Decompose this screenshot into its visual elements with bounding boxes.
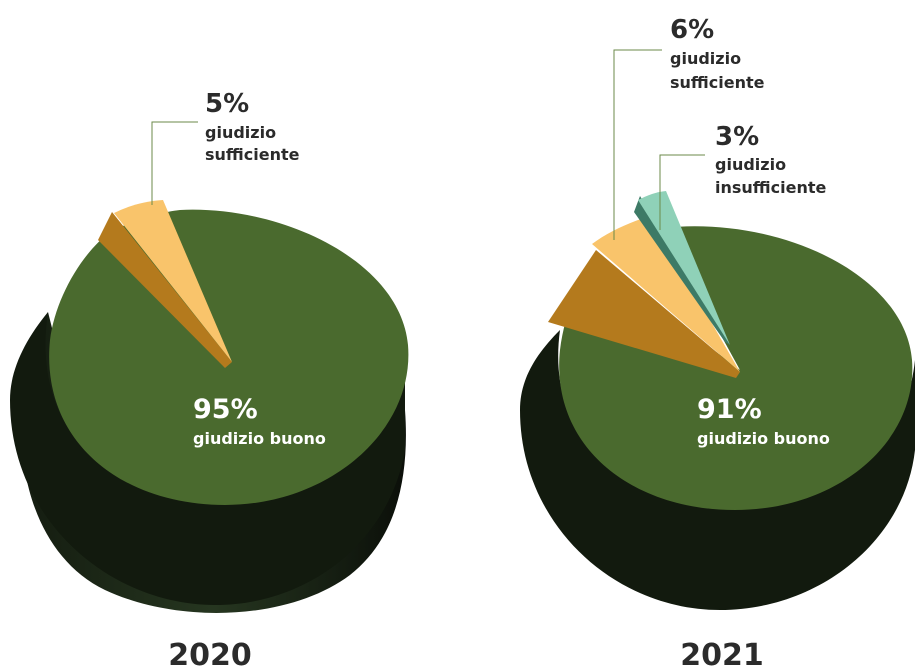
label-2020-buono-text: giudizio buono <box>193 429 326 448</box>
label-2021-buono-pct: 91% <box>697 394 762 425</box>
label-2020-sufficiente-text-2: sufficiente <box>205 145 300 164</box>
leader-line-2021-sufficiente <box>613 49 662 240</box>
leader-line-2020-sufficiente <box>151 121 198 205</box>
pie-2021-slice-sufficiente <box>592 216 740 372</box>
label-2021-sufficiente-text-1: giudizio <box>670 49 741 68</box>
pie-2021-slice-insufficiente-side <box>634 196 730 345</box>
year-2021: 2021 <box>680 638 764 670</box>
pie-2021-side-front <box>520 330 915 610</box>
pie-2021-slice-sufficiente-side <box>548 250 740 378</box>
label-2021-insufficiente-text-2: insufficiente <box>715 178 826 197</box>
leader-line-2021-insufficiente <box>659 154 705 230</box>
label-2021-sufficiente-text-2: sufficiente <box>670 73 765 92</box>
year-2020: 2020 <box>168 638 252 670</box>
label-2020-sufficiente-pct: 5% <box>205 89 249 119</box>
label-2021-sufficiente-pct: 6% <box>670 15 714 45</box>
pie-2020-side-front <box>10 312 405 605</box>
pie-2021-slice-insufficiente <box>638 191 730 345</box>
pie-2020-slice-sufficiente <box>114 200 232 362</box>
chart-2020: 5% giudizio sufficiente 95% giudizio buo… <box>10 89 409 670</box>
chart-2021: 6% giudizio sufficiente 3% giudizio insu… <box>520 15 915 670</box>
label-2021-insufficiente-pct: 3% <box>715 122 759 152</box>
label-2021-insufficiente-text-1: giudizio <box>715 155 786 174</box>
label-2020-sufficiente-text-1: giudizio <box>205 123 276 142</box>
label-2020-buono-pct: 95% <box>193 394 258 425</box>
pie-2020-slice-sufficiente-side <box>98 212 232 368</box>
label-2021-buono-text: giudizio buono <box>697 429 830 448</box>
